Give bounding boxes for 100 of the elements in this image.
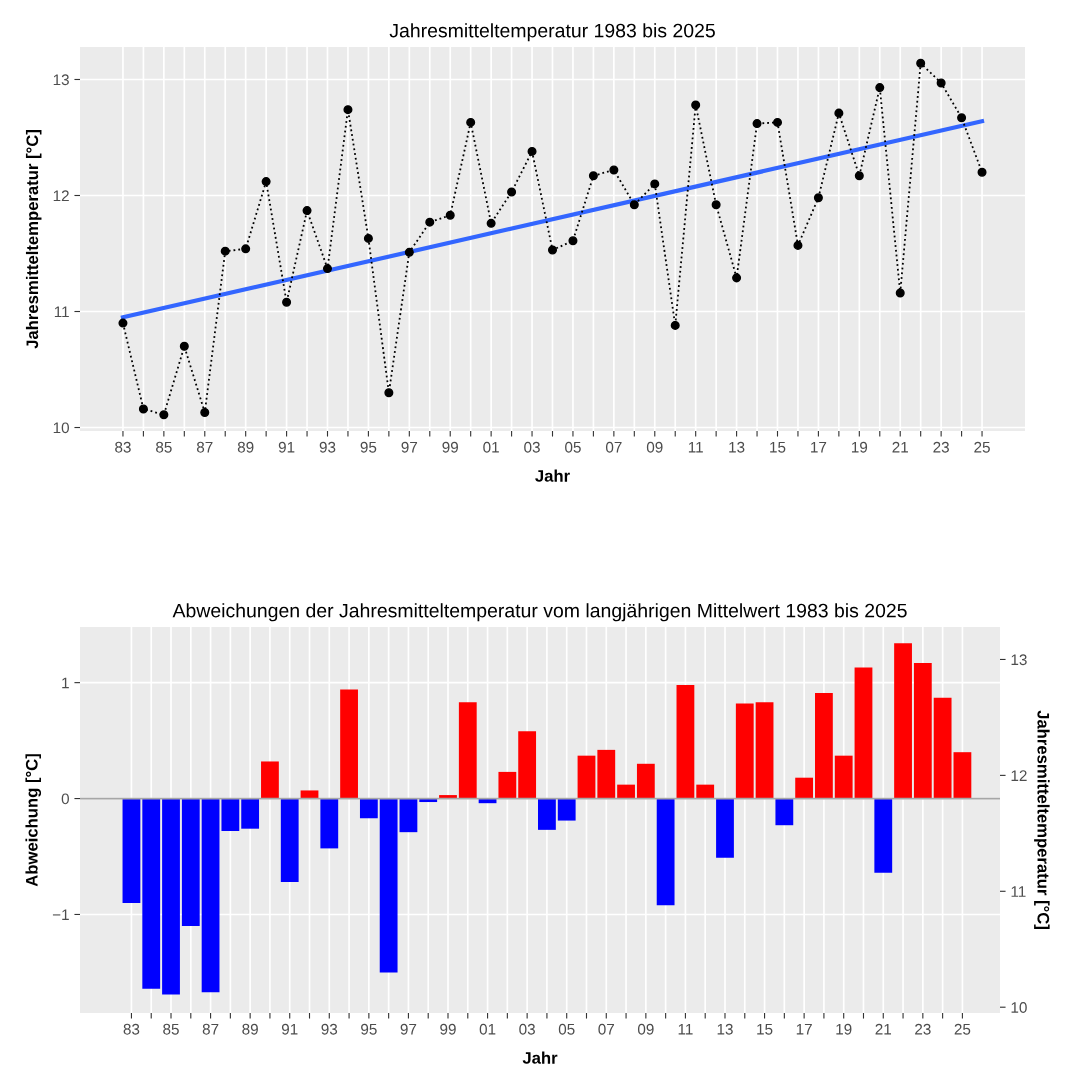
point [159,410,169,420]
x-tick-label: 89 [237,441,254,453]
bar [241,798,260,829]
x-tick-label: 85 [156,441,172,453]
point [261,177,271,187]
point [138,404,148,414]
x-tick-label: 97 [401,441,418,453]
point [404,247,414,257]
x-tick-label: 03 [519,1023,535,1035]
point [343,105,353,115]
x-tick-label: 99 [442,441,458,453]
bar [359,798,378,819]
point [527,146,537,156]
y-tick-label: 11 [54,306,69,318]
x-tick-label: 91 [278,441,295,453]
point [466,117,476,127]
y-axis-title: Jahresmitteltemperatur [°C] [25,130,42,349]
point [507,187,517,197]
bar [261,761,279,799]
point [977,167,987,177]
point [772,117,783,127]
x-tick-label: 83 [115,441,131,453]
point [200,407,210,417]
point [302,206,312,216]
x-tick-label: 03 [524,441,540,453]
point [629,200,639,210]
point [179,341,189,351]
bar [676,684,695,799]
point [445,210,455,220]
x-tick-label: 13 [729,441,745,453]
x-tick-label: 93 [321,1023,338,1035]
bar [162,798,180,995]
point [793,240,803,250]
y-tick-label: 0 [61,793,69,805]
bar [933,697,952,799]
bar [518,731,537,799]
x-tick-label: 11 [688,441,703,453]
x-tick-label: 21 [892,441,908,453]
x-tick-label: 21 [875,1023,892,1035]
x-tick-label: 87 [196,441,213,453]
bar [597,749,616,799]
x-tick-label: 95 [361,1023,377,1035]
bar [755,702,774,799]
bar [221,798,240,832]
bar [201,798,220,993]
point [220,246,230,256]
point [875,83,885,93]
y-axis-title: Abweichung [°C] [25,754,42,887]
point [691,100,701,110]
bar [577,755,596,799]
x-axis-title: Jahr [522,1051,558,1064]
x-tick-label: 99 [440,1023,456,1035]
x-tick-label: 83 [123,1023,140,1035]
x-tick-label: 19 [836,1023,852,1035]
x-tick-label: 23 [915,1023,931,1035]
bar [458,702,477,799]
x-tick-label: 09 [637,1023,654,1035]
bar [538,798,556,830]
point [813,193,823,203]
x-tick-label: 05 [565,441,581,453]
point [425,217,435,227]
chart-title: Abweichungen der Jahresmitteltemperatur vom langjährigen Mittelwert 1983 bis 2025 [172,603,907,622]
x-tick-label: 01 [479,1023,496,1035]
x-tick-label: 15 [770,441,786,453]
point [322,264,333,274]
point [568,236,578,246]
point [588,171,598,181]
bar [716,798,734,858]
bar [280,798,299,883]
point [241,244,251,254]
bar [775,798,794,826]
bar [795,777,814,799]
x-tick-label: 07 [605,441,622,453]
point [486,218,496,228]
point [752,119,762,129]
y2-tick-label: 10 [1011,1002,1027,1013]
x-tick-label: 87 [202,1023,219,1035]
y-tick-label: −1 [52,909,69,921]
chart-title: Jahresmitteltemperatur 1983 bis 2025 [389,23,715,42]
x-tick-label: 17 [811,441,827,453]
x-tick-label: 97 [400,1023,417,1035]
x-tick-label: 85 [163,1023,179,1035]
bar [320,798,339,849]
x-tick-label: 91 [281,1023,298,1035]
bar [696,784,715,799]
bar [636,763,655,799]
x-tick-label: 05 [558,1023,575,1035]
bar [874,798,893,873]
bar [953,752,972,799]
y-tick-label: 10 [53,422,69,434]
bar [735,703,754,799]
point [916,58,926,68]
bar [399,798,418,833]
y2-tick-label: 11 [1011,886,1026,897]
y-tick-label: 1 [62,677,69,689]
y2-axis-title: Jahresmitteltemperatur [°C] [1034,710,1050,929]
x-tick-label: 17 [796,1023,812,1035]
point [609,165,619,175]
x-tick-label: 95 [360,441,377,453]
bar [181,798,200,927]
